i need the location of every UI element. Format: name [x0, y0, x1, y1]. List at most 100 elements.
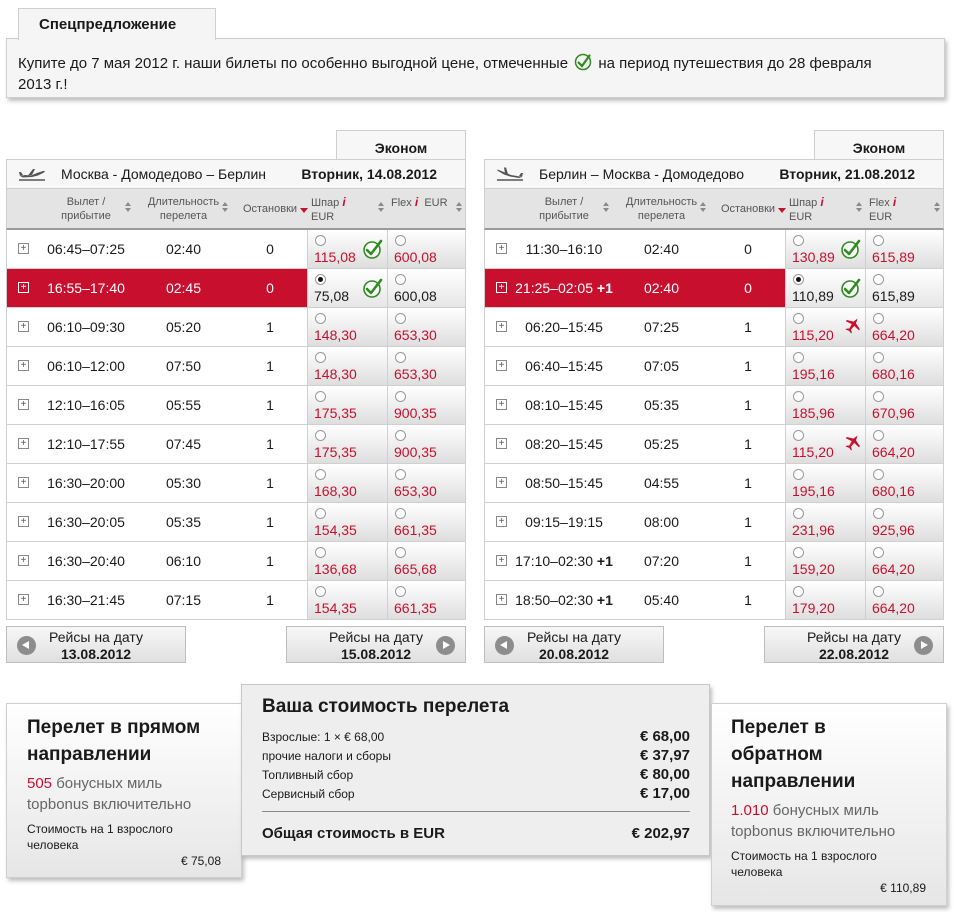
flex-radio[interactable]	[395, 391, 406, 402]
saver-fare-cell[interactable]: 115,20	[785, 308, 865, 346]
saver-fare-cell[interactable]: 154,35	[307, 503, 387, 541]
flight-row[interactable]: +11:30–16:10 02:40 0 130,89 615,89	[484, 230, 944, 269]
flight-row[interactable]: +08:20–15:45 05:25 1 115,20 664,20	[484, 425, 944, 464]
economy-class-tab[interactable]: Эконом	[336, 130, 466, 160]
flight-row[interactable]: +16:30–20:05 05:35 1 154,35 661,35	[6, 503, 466, 542]
flight-row[interactable]: +08:50–15:45 04:55 1 195,16 680,16	[484, 464, 944, 503]
flex-fare-cell[interactable]: 664,20	[865, 308, 943, 346]
expand-icon[interactable]: +	[496, 594, 507, 605]
header-saver[interactable]: Шпар i EUR	[308, 189, 388, 229]
expand-icon[interactable]: +	[496, 282, 507, 293]
flight-row[interactable]: +06:40–15:45 07:05 1 195,16 680,16	[484, 347, 944, 386]
saver-radio[interactable]	[315, 235, 326, 246]
flex-fare-cell[interactable]: 680,16	[865, 464, 943, 502]
saver-radio[interactable]	[315, 430, 326, 441]
saver-fare-cell[interactable]: 179,20	[785, 581, 865, 619]
flex-fare-cell[interactable]: 661,35	[387, 503, 465, 541]
flight-row[interactable]: +08:10–15:45 05:35 1 185,96 670,96	[484, 386, 944, 425]
expand-icon[interactable]: +	[496, 243, 507, 254]
header-duration[interactable]: Длительность перелета	[613, 189, 710, 229]
flex-radio[interactable]	[395, 547, 406, 558]
flex-radio[interactable]	[873, 274, 884, 285]
flex-radio[interactable]	[395, 469, 406, 480]
saver-fare-cell[interactable]: 168,30	[307, 464, 387, 502]
flight-row[interactable]: +12:10–17:55 07:45 1 175,35 900,35	[6, 425, 466, 464]
prev-date-inbound-button[interactable]: Рейсы на дату 20.08.2012	[484, 626, 664, 663]
economy-class-tab[interactable]: Эконом	[814, 130, 944, 160]
next-date-outbound-button[interactable]: Рейсы на дату 15.08.2012	[286, 626, 466, 663]
header-dep-arr[interactable]: Вылет / прибытие	[37, 189, 135, 229]
expand-icon[interactable]: +	[18, 594, 29, 605]
saver-radio[interactable]	[315, 586, 326, 597]
flex-radio[interactable]	[873, 430, 884, 441]
saver-fare-cell[interactable]: 175,35	[307, 425, 387, 463]
flight-row[interactable]: +09:15–19:15 08:00 1 231,96 925,96	[484, 503, 944, 542]
flex-fare-cell[interactable]: 925,96	[865, 503, 943, 541]
flex-fare-cell[interactable]: 653,30	[387, 308, 465, 346]
flex-fare-cell[interactable]: 653,30	[387, 347, 465, 385]
saver-radio[interactable]	[793, 352, 804, 363]
saver-radio[interactable]	[315, 313, 326, 324]
flight-row[interactable]: +06:20–15:45 07:25 1 115,20 664,20	[484, 308, 944, 347]
flex-radio[interactable]	[873, 547, 884, 558]
saver-radio[interactable]	[793, 469, 804, 480]
saver-fare-cell[interactable]: 110,89	[785, 269, 865, 307]
expand-icon[interactable]: +	[18, 477, 29, 488]
saver-fare-cell[interactable]: 115,20	[785, 425, 865, 463]
flex-fare-cell[interactable]: 900,35	[387, 425, 465, 463]
saver-radio[interactable]	[793, 313, 804, 324]
flex-radio[interactable]	[873, 235, 884, 246]
saver-radio[interactable]	[315, 391, 326, 402]
flight-row[interactable]: +16:30–21:45 07:15 1 154,35 661,35	[6, 581, 466, 620]
flex-radio[interactable]	[395, 586, 406, 597]
flex-radio[interactable]	[395, 313, 406, 324]
flight-row[interactable]: +16:30–20:40 06:10 1 136,68 665,68	[6, 542, 466, 581]
expand-icon[interactable]: +	[18, 555, 29, 566]
saver-radio[interactable]	[315, 469, 326, 480]
flex-fare-cell[interactable]: 653,30	[387, 464, 465, 502]
flight-row[interactable]: +21:25–02:05 +1 02:40 0 110,89 615,89	[484, 269, 944, 308]
flight-row[interactable]: +06:45–07:25 02:40 0 115,08 600,08	[6, 230, 466, 269]
header-dep-arr[interactable]: Вылет / прибытие	[515, 189, 613, 229]
expand-icon[interactable]: +	[496, 399, 507, 410]
flex-radio[interactable]	[873, 313, 884, 324]
flight-row[interactable]: +17:10–02:30 +1 07:20 1 159,20 664,20	[484, 542, 944, 581]
expand-icon[interactable]: +	[496, 555, 507, 566]
expand-icon[interactable]: +	[496, 477, 507, 488]
saver-fare-cell[interactable]: 115,08	[307, 230, 387, 268]
saver-radio[interactable]	[315, 274, 326, 285]
saver-fare-cell[interactable]: 154,35	[307, 581, 387, 619]
flex-fare-cell[interactable]: 664,20	[865, 542, 943, 580]
prev-date-outbound-button[interactable]: Рейсы на дату 13.08.2012	[6, 626, 186, 663]
saver-fare-cell[interactable]: 136,68	[307, 542, 387, 580]
flex-radio[interactable]	[873, 352, 884, 363]
saver-fare-cell[interactable]: 148,30	[307, 347, 387, 385]
saver-fare-cell[interactable]: 159,20	[785, 542, 865, 580]
header-saver[interactable]: Шпар i EUR	[786, 189, 866, 229]
header-flex[interactable]: Flex i EUR	[388, 189, 466, 229]
expand-icon[interactable]: +	[18, 399, 29, 410]
saver-fare-cell[interactable]: 185,96	[785, 386, 865, 424]
expand-icon[interactable]: +	[496, 438, 507, 449]
flex-radio[interactable]	[395, 274, 406, 285]
saver-fare-cell[interactable]: 148,30	[307, 308, 387, 346]
flex-radio[interactable]	[395, 508, 406, 519]
flex-radio[interactable]	[873, 469, 884, 480]
flex-fare-cell[interactable]: 615,89	[865, 230, 943, 268]
flex-fare-cell[interactable]: 615,89	[865, 269, 943, 307]
flight-row[interactable]: +06:10–09:30 05:20 1 148,30 653,30	[6, 308, 466, 347]
saver-fare-cell[interactable]: 195,16	[785, 464, 865, 502]
flight-row[interactable]: +06:10–12:00 07:50 1 148,30 653,30	[6, 347, 466, 386]
flex-fare-cell[interactable]: 661,35	[387, 581, 465, 619]
saver-radio[interactable]	[793, 391, 804, 402]
flex-radio[interactable]	[873, 391, 884, 402]
flex-radio[interactable]	[395, 235, 406, 246]
saver-radio[interactable]	[315, 508, 326, 519]
saver-fare-cell[interactable]: 175,35	[307, 386, 387, 424]
flex-fare-cell[interactable]: 600,08	[387, 269, 465, 307]
saver-radio[interactable]	[793, 430, 804, 441]
header-stops[interactable]: Остановки	[710, 189, 786, 229]
expand-icon[interactable]: +	[18, 282, 29, 293]
flight-row[interactable]: +18:50–02:30 +1 05:40 1 179,20 664,20	[484, 581, 944, 620]
saver-radio[interactable]	[793, 274, 804, 285]
